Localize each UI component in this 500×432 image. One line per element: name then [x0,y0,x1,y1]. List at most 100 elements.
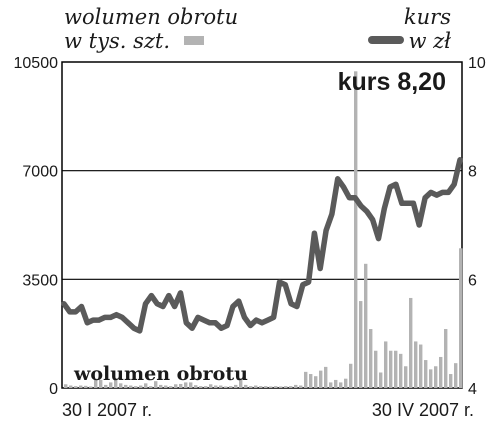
volume-bar [79,385,83,388]
left-tick-label: 10500 [14,55,59,72]
volume-bar [184,382,188,388]
volume-bar [99,379,103,388]
volume-bar [454,363,458,388]
left-tick-label: 3500 [22,272,58,289]
volume-bar [299,385,303,388]
volume-bar [214,385,218,388]
volume-bar [144,383,148,388]
volume-bar [274,386,278,388]
volume-bar [189,382,193,388]
volume-bar [139,385,143,388]
volume-bar [349,363,353,388]
right-tick-label: 4 [468,381,477,398]
volume-bar [309,374,313,388]
volume-bar [314,376,318,388]
volume-bar [384,341,388,388]
volume-bar [134,386,138,388]
volume-bar [64,384,68,388]
volume-bar [289,386,293,388]
legend-price-title: kurs [404,5,451,29]
volume-bar [444,329,448,388]
volume-bar [409,297,413,388]
volume-bar [329,382,333,388]
volume-bar [239,378,243,388]
volume-bar [109,382,113,388]
volume-bar [219,385,223,388]
right-tick-label: 8 [468,164,477,181]
volume-bar [94,378,98,388]
volume-bar [234,384,238,388]
volume-bar [429,369,433,388]
volume-bar [264,386,268,388]
right-tick-label: 6 [468,272,477,289]
volume-bar [89,386,93,388]
legend-price-unit: w zł [408,29,451,53]
volume-bar [374,350,378,388]
volume-bar [339,382,343,388]
volume-bar [419,344,423,388]
volume-bar [434,366,438,388]
volume-bar [179,383,183,388]
volume-bar [124,384,128,388]
volume-bar [364,263,368,388]
volume-bar [154,381,158,388]
legend-volume-unit: w tys. szt. [64,29,170,53]
volume-bars [64,71,463,389]
volume-bar [424,360,428,388]
volume-bar [254,385,258,388]
volume-bar [324,366,328,388]
volume-bar [259,386,263,388]
volume-bar [369,329,373,388]
left-tick-label: 7000 [22,164,58,181]
x-end-label: 30 IV 2007 r. [372,400,474,420]
volume-bar [279,386,283,388]
legend-volume-title: wolumen obrotu [64,5,238,29]
volume-bar [439,356,443,388]
volume-bar [249,386,253,388]
volume-bar [319,370,323,388]
volume-bar [229,386,233,388]
right-axis-ticks: 4 6 8 10 [468,55,486,398]
volume-bar [404,366,408,388]
right-tick-label: 10 [468,55,486,72]
volume-bar [389,350,393,388]
inner-volume-label: wolumen obrotu [73,363,248,385]
volume-bar [114,379,118,388]
volume-bar [449,374,453,388]
volume-bar [414,341,418,388]
volume-bar [194,385,198,388]
left-axis-ticks: 0 3500 7000 10500 [14,55,59,398]
volume-bar [399,353,403,388]
volume-bar [159,384,163,388]
volume-bar [379,372,383,388]
left-tick-label: 0 [49,381,58,398]
volume-bar [69,385,73,388]
volume-bar [104,384,108,388]
plot-frame [61,61,463,389]
price-line [61,157,463,334]
volume-bar [459,248,463,388]
volume-bar [174,384,178,388]
volume-bar [164,385,168,388]
volume-bar [209,384,213,388]
volume-bar [359,301,363,388]
volume-bar [74,386,78,388]
volume-bar [119,383,123,388]
volume-bar [224,386,228,388]
volume-bar [199,386,203,388]
legend-volume-swatch [184,36,204,45]
price-annotation: kurs 8,20 [338,68,446,96]
grid-lines [62,170,462,280]
volume-bar [344,378,348,388]
volume-bar [169,386,173,388]
volume-bar [149,386,153,388]
volume-bar [129,385,133,388]
volume-bar [204,386,208,388]
volume-bar [284,386,288,388]
volume-bar [334,379,338,388]
x-start-label: 30 I 2007 r. [62,400,152,420]
volume-bar [244,384,248,388]
volume-bar [394,350,398,388]
volume-bar [294,384,298,388]
